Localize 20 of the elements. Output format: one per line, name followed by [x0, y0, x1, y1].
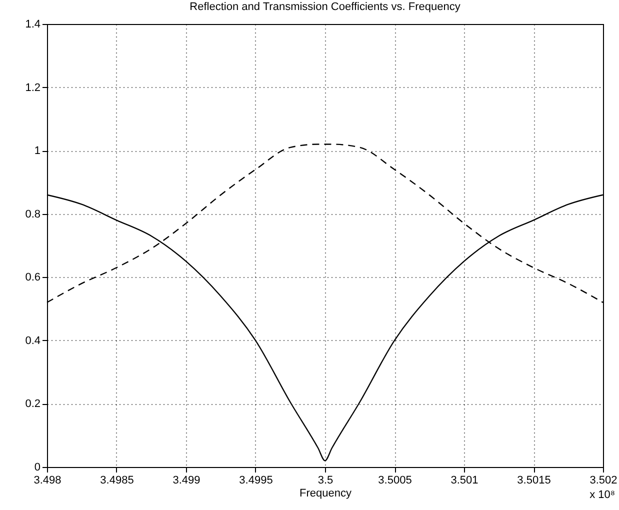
text: x 10⁸ [590, 489, 615, 501]
y-tick-label: 0.6 [25, 272, 40, 284]
x-tick-label: 3.502 [590, 474, 618, 486]
x-axis-title: Frequency [300, 488, 352, 500]
x-tick-label: 3.4995 [239, 474, 273, 486]
x-tick-label: 3.499 [172, 474, 200, 486]
y-tick-label: 0.4 [25, 334, 40, 347]
x-tick-label: 3.5 [318, 474, 334, 486]
x-tick-label: 3.5015 [517, 474, 551, 486]
x-tick-label: 3.4985 [100, 474, 134, 486]
chart-title: Reflection and Transmission Coefficients vs. Frequency [190, 1, 461, 13]
x-tick-label: 3.501 [450, 474, 478, 486]
y-tick-label: 0.2 [25, 398, 40, 410]
y-tick-label: 1 [34, 145, 40, 158]
x-tick-label: 3.498 [34, 474, 62, 486]
x-tick-label: 3.5005 [378, 474, 412, 486]
y-tick-label: 1.4 [25, 18, 40, 30]
y-tick-label: 1.2 [25, 82, 40, 94]
y-tick-label: 0.8 [25, 208, 40, 220]
y-tick-label: 0 [34, 462, 40, 474]
